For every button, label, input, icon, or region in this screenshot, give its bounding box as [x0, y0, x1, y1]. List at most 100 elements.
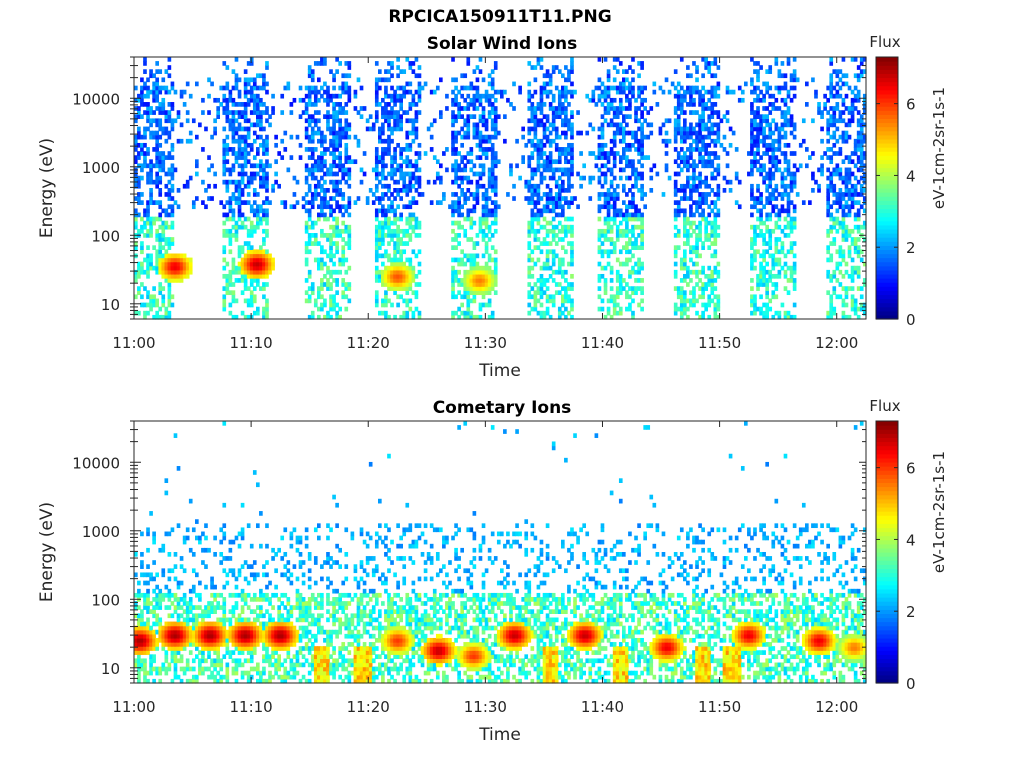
- spectrogram-cell: [771, 290, 776, 296]
- spectrogram-cell: [597, 278, 602, 283]
- spectrogram-cell: [484, 245, 489, 250]
- spectrogram-cell: [463, 286, 468, 291]
- spectrogram-cell: [134, 196, 138, 201]
- spectrogram-cell: [640, 241, 644, 246]
- spectrogram-cell: [243, 241, 248, 246]
- spectrogram-cell: [332, 73, 336, 79]
- spectrogram-cell: [329, 167, 333, 173]
- spectrogram-cell: [716, 314, 721, 320]
- spectrogram-cell: [701, 216, 705, 222]
- spectrogram-cell: [829, 212, 834, 218]
- spectrogram-cell: [329, 302, 333, 308]
- spectrogram-cell: [542, 163, 547, 169]
- spectrogram-cell: [609, 138, 614, 144]
- spectrogram-cell: [167, 204, 172, 210]
- spectrogram-cell: [551, 97, 556, 103]
- spectrogram-cell: [240, 261, 245, 267]
- spectrogram-cell: [676, 97, 681, 103]
- spectrogram-cell: [490, 102, 495, 107]
- spectrogram-cell: [771, 196, 776, 201]
- spectrogram-cell: [786, 142, 791, 148]
- spectrogram-cell: [567, 142, 571, 148]
- spectrogram-cell: [564, 314, 568, 320]
- spectrogram-cell: [405, 220, 410, 226]
- spectrogram-cell: [323, 192, 327, 197]
- spectrogram-cell: [713, 204, 718, 210]
- spectrogram-cell: [557, 97, 562, 103]
- spectrogram-cell: [326, 310, 330, 316]
- spectrogram-cell: [536, 151, 541, 156]
- spectrogram-cell: [158, 188, 163, 193]
- spectrogram-cell: [762, 138, 766, 144]
- spectrogram-cell: [478, 93, 483, 99]
- spectrogram-cell: [814, 89, 818, 95]
- spectrogram-cell: [164, 314, 169, 320]
- spectrogram-cell: [561, 269, 565, 275]
- spectrogram-cell: [679, 130, 684, 136]
- spectrogram-cell: [152, 302, 156, 308]
- spectrogram-cell: [307, 188, 312, 193]
- spectrogram-cell: [750, 110, 754, 115]
- spectrogram-cell: [326, 171, 330, 177]
- spectrogram-cell: [838, 294, 843, 300]
- spectrogram-cell: [374, 278, 379, 283]
- spectrogram-cell: [847, 204, 852, 210]
- spectrogram-cell: [704, 192, 708, 197]
- spectrogram-cell: [396, 245, 400, 250]
- spectrogram-cell: [683, 265, 687, 271]
- spectrogram-cell: [457, 290, 461, 296]
- spectrogram-cell: [844, 106, 849, 111]
- spectrogram-cell: [801, 200, 806, 205]
- spectrogram-cell: [780, 183, 785, 189]
- spectrogram-cell: [265, 138, 269, 144]
- spectrogram-cell: [201, 147, 205, 152]
- spectrogram-cell: [634, 179, 638, 185]
- spectrogram-cell: [640, 290, 644, 296]
- spectrogram-cell: [155, 85, 159, 91]
- spectrogram-cell: [204, 204, 208, 210]
- spectrogram-cell: [829, 253, 834, 259]
- spectrogram-cell: [329, 249, 333, 255]
- spectrogram-cell: [313, 302, 318, 308]
- spectrogram-cell: [182, 261, 187, 267]
- spectrogram-cell: [835, 265, 840, 271]
- spectrogram-cell: [396, 110, 400, 115]
- spectrogram-cell: [606, 208, 611, 214]
- spectrogram-cell: [396, 233, 400, 238]
- spectrogram-cell: [451, 220, 455, 226]
- spectrogram-cell: [750, 126, 754, 132]
- spectrogram-cell: [320, 93, 324, 99]
- spectrogram-cell: [597, 228, 602, 234]
- spectrogram-cell: [753, 114, 757, 119]
- spectrogram-cell: [850, 286, 855, 291]
- spectrogram-cell: [143, 61, 147, 66]
- spectrogram-cell: [265, 249, 269, 255]
- spectrogram-cell: [307, 85, 312, 91]
- spectrogram-cell: [826, 183, 830, 189]
- spectrogram-cell: [262, 151, 266, 156]
- spectrogram-cell: [411, 269, 416, 275]
- spectrogram-cell: [326, 282, 330, 287]
- spectrogram-cell: [405, 278, 410, 283]
- spectrogram-cell: [304, 241, 309, 246]
- spectrogram-cell: [780, 126, 785, 132]
- spectrogram-cell: [689, 130, 693, 136]
- spectrogram-cell: [137, 200, 141, 205]
- spectrogram-cell: [396, 224, 400, 230]
- spectrogram-cell: [673, 261, 678, 267]
- spectrogram-cell: [612, 241, 617, 246]
- spectrogram-cell: [332, 183, 336, 189]
- spectrogram-cell: [451, 167, 455, 173]
- spectrogram-cell: [631, 216, 635, 222]
- spectrogram-cell: [414, 130, 419, 136]
- spectrogram-cell: [460, 142, 464, 148]
- spectrogram-cell: [765, 278, 769, 283]
- spectrogram-cell: [844, 138, 849, 144]
- spectrogram-cell: [789, 175, 794, 181]
- spectrogram-cell: [792, 278, 797, 283]
- spectrogram-cell: [783, 155, 788, 160]
- spectrogram-cell: [387, 126, 391, 132]
- spectrogram-cell: [536, 106, 541, 111]
- spectrogram-cell: [304, 167, 309, 173]
- spectrogram-cell: [615, 310, 620, 316]
